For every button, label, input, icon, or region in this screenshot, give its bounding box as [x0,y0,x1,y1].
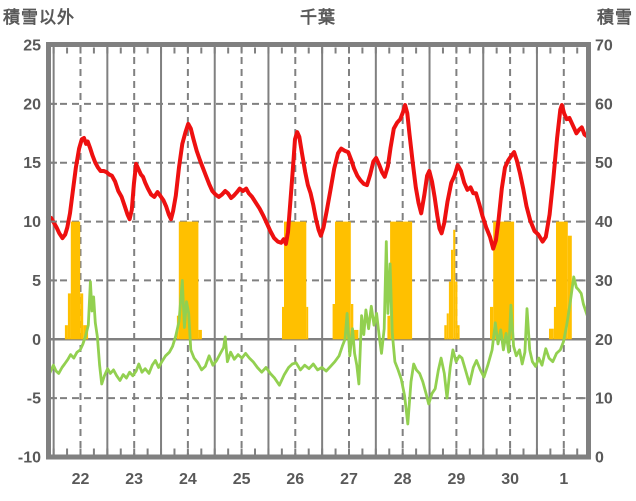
y-left-tick-label: 25 [23,38,41,55]
y-right-tick-label: 60 [595,96,613,113]
plot-frame [46,42,591,460]
sunshine-bar [453,229,456,340]
y-right-tick-label: 0 [595,450,604,467]
y-right-tick-label: 70 [595,38,613,55]
y-left-tick-label: 0 [32,332,41,349]
sunshine-bar [282,306,284,340]
y-left-tick-label: 15 [23,155,41,172]
x-day-label: 30 [501,471,519,488]
sunshine-bar [446,313,449,340]
x-day-label: 28 [394,471,412,488]
x-day-label: 29 [447,471,465,488]
sunshine-bar [306,306,309,340]
sunshine-bar [455,281,458,340]
red-line [46,103,590,251]
sunshine-bar [70,221,81,340]
sunshine-bar [444,325,447,340]
sunshine-bar [64,325,68,340]
y-left-tick-label: -5 [27,391,41,408]
x-day-label: 22 [72,471,90,488]
sunshine-bar [390,221,413,340]
sunshine-bar [67,293,71,340]
sunshine-bar [448,281,451,340]
chart-title: 千葉 [300,8,336,27]
sunshine-bar [335,221,351,340]
y-left-tick-label: 20 [23,96,41,113]
sunshine-bar [549,328,554,340]
sunshine-bar [490,306,494,340]
x-day-label: 24 [179,471,197,488]
y-right-tick-label: 40 [595,214,613,231]
x-day-label: 23 [125,471,143,488]
sunshine-bar [567,235,572,340]
sunshine-bar [493,221,515,340]
sunshine-bar [387,315,391,340]
sunshine-bar [80,293,84,340]
right-axis-title: 積雪 [597,8,633,27]
left-axis-title: 積雪以外 [3,8,75,27]
y-right-tick-label: 10 [595,391,613,408]
y-right-tick-label: 50 [595,155,613,172]
sunshine-bar [350,304,354,340]
sunshine-bar [198,329,202,340]
sunshine-bar [457,325,460,340]
x-day-label: 26 [286,471,304,488]
y-left-tick-label: -10 [18,450,41,467]
y-left-tick-label: 10 [23,214,41,231]
sunshine-bar [284,221,307,340]
x-day-label: 1 [559,471,568,488]
sunshine-bar [332,304,335,340]
x-day-label: 25 [233,471,251,488]
sunshine-bar [556,221,568,340]
green-line [46,240,590,426]
y-right-tick-label: 30 [595,273,613,290]
y-right-tick-label: 20 [595,332,613,349]
sunshine-bar [451,249,454,340]
x-day-label: 27 [340,471,358,488]
sunshine-bar [553,306,556,340]
sunshine-bar [353,329,359,340]
y-left-tick-label: 5 [32,273,41,290]
